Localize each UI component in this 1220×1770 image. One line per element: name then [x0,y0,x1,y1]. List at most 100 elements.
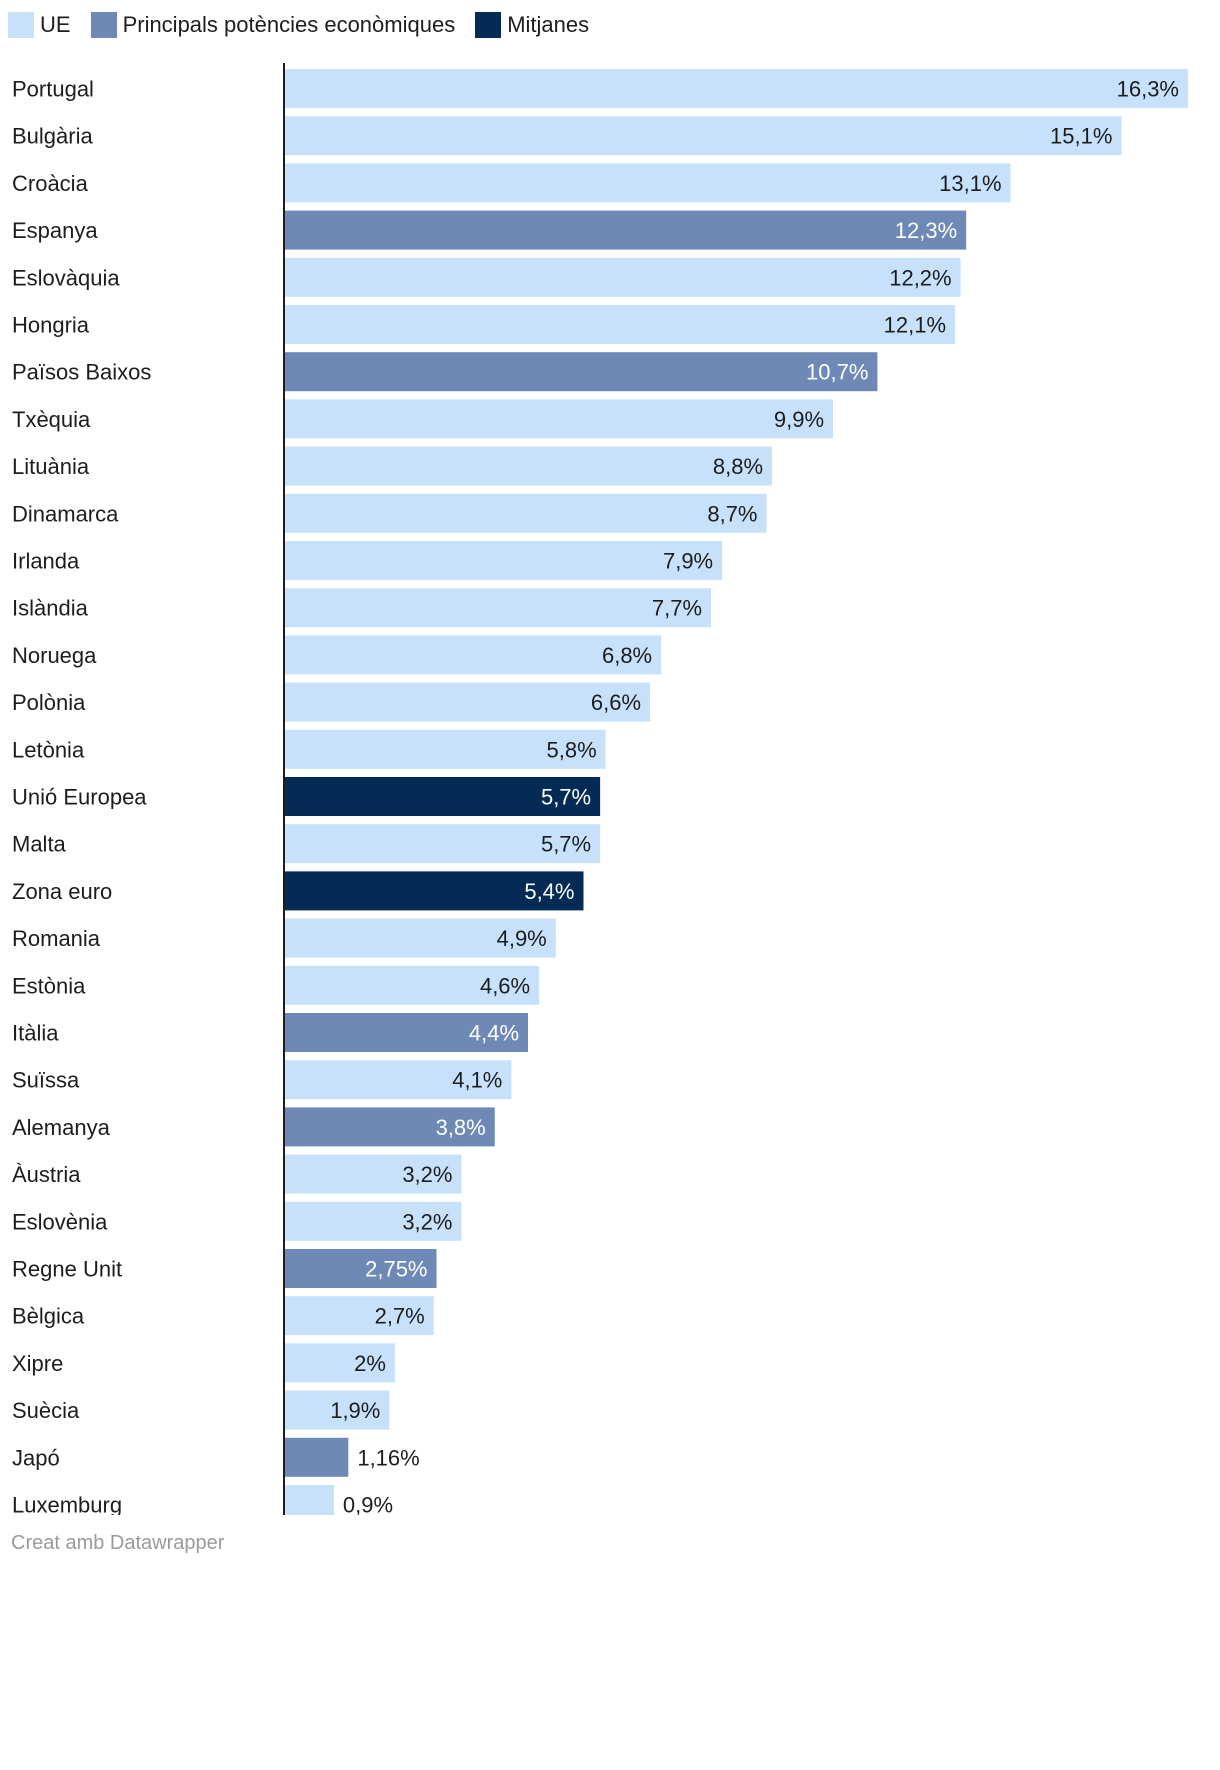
category-label: Àustria [12,1162,81,1187]
bar [284,493,767,533]
category-label: Islàndia [12,596,89,621]
value-label: 15,1% [1050,124,1112,149]
bar [284,682,651,722]
category-label: Malta [12,832,67,857]
value-label: 2,7% [375,1304,425,1329]
bar [284,352,878,392]
bar [284,1107,495,1147]
bar [284,1060,512,1100]
category-label: Països Baixos [12,360,151,385]
value-label: 6,8% [602,643,652,668]
value-label: 4,6% [480,973,530,998]
category-label: Estònia [12,973,86,998]
category-label: Eslovènia [12,1209,108,1234]
bar [284,1201,462,1241]
category-label: Suècia [12,1398,80,1423]
category-label: Romania [12,926,101,951]
bar [284,729,606,769]
value-label: 12,2% [889,265,951,290]
legend-label: Mitjanes [507,12,590,37]
value-label: 13,1% [939,171,1001,196]
category-label: Irlanda [12,549,80,574]
legend-swatch [475,12,502,38]
footer-credit: Creat amb Datawrapper [11,1532,225,1554]
category-label: Alemanya [12,1115,111,1140]
value-label: 6,6% [591,690,641,715]
value-label: 16,3% [1117,77,1179,102]
legend-swatch [8,12,34,38]
value-label: 7,9% [663,549,713,574]
bar [284,541,723,580]
category-label: Unió Europea [12,785,147,810]
bar [284,777,601,816]
value-label: 5,8% [547,737,597,762]
bar [284,1485,334,1515]
bar [284,965,540,1005]
value-label: 5,7% [541,832,591,857]
category-label: Eslovàquia [12,265,120,290]
category-label: Espanya [12,218,98,243]
bar [284,69,1188,108]
bar [284,210,967,250]
value-label: 3,2% [402,1209,452,1234]
value-label: 4,9% [497,926,547,951]
legend-item-major: Principals potències econòmiques [90,12,456,38]
bar [284,399,834,439]
legend: UE Principals potències econòmiques Mitjan… [8,10,609,40]
value-label: 8,7% [707,501,757,526]
category-label: Hongria [12,313,90,338]
bar [284,305,956,344]
bar [284,635,662,675]
bar-chart: Portugal 16,3% Bulgària 15,1% Croàcia 13,1% Es… [12,63,1188,1516]
bar [284,1296,434,1336]
bar [284,1343,395,1383]
value-label: 12,1% [884,313,946,338]
value-label: 2,75% [365,1257,427,1282]
category-label: Zona euro [12,879,112,904]
legend-swatch [90,12,117,38]
legend-label: Principals potències econòmiques [122,12,456,37]
value-label: 5,7% [541,785,591,810]
bar [284,918,556,958]
bar [284,1013,529,1052]
bar [284,871,584,911]
value-label: 12,3% [895,218,957,243]
bar [284,1390,390,1430]
value-label: 0,9% [343,1493,393,1516]
value-label: 2% [354,1351,386,1376]
bar [284,257,961,297]
bar [284,588,712,628]
bar [284,1249,437,1288]
category-label: Suïssa [12,1068,80,1093]
value-label: 3,2% [402,1162,452,1187]
value-label: 7,7% [652,596,702,621]
category-label: Noruega [12,643,97,668]
category-label: Lituània [12,454,90,479]
category-label: Japó [12,1445,60,1470]
value-label: 4,1% [452,1068,502,1093]
category-label: Luxemburg [12,1493,122,1516]
value-label: 5,4% [524,879,574,904]
bar [284,1154,462,1194]
value-label: 1,16% [357,1445,419,1470]
category-label: Polònia [12,690,86,715]
category-label: Bulgària [12,124,93,149]
bar [284,1437,349,1477]
legend-label: UE [40,12,71,37]
category-label: Regne Unit [12,1257,122,1282]
bar [284,116,1122,156]
value-label: 9,9% [774,407,824,432]
value-label: 3,8% [436,1115,486,1140]
value-label: 10,7% [806,360,868,385]
category-label: Bèlgica [12,1304,85,1329]
category-label: Letònia [12,737,85,762]
bar [284,163,1011,203]
bar [284,446,773,486]
category-label: Txèquia [12,407,91,432]
legend-item-avg: Mitjanes [475,12,589,38]
category-label: Itàlia [12,1021,59,1046]
value-label: 8,8% [713,454,763,479]
value-label: 4,4% [469,1021,519,1046]
category-label: Dinamarca [12,501,119,526]
value-label: 1,9% [330,1398,380,1423]
